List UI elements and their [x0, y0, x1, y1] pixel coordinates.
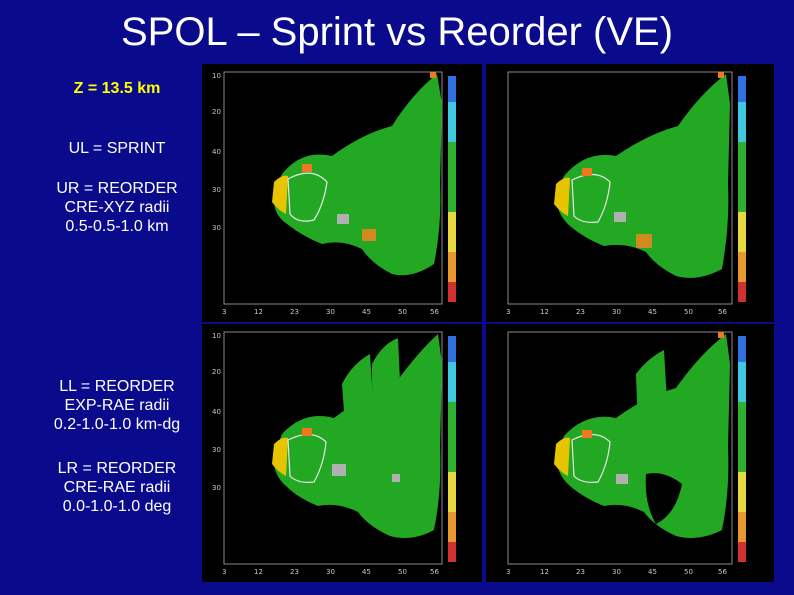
- color-scale-bar: [448, 76, 456, 302]
- svg-text:3: 3: [506, 308, 510, 316]
- caption-upper-left: UL = SPRINT: [68, 140, 166, 157]
- svg-text:50: 50: [684, 308, 693, 316]
- svg-text:45: 45: [648, 308, 657, 316]
- svg-text:10: 10: [212, 72, 221, 80]
- svg-text:30: 30: [212, 224, 221, 232]
- svg-text:12: 12: [540, 568, 549, 576]
- svg-text:30: 30: [612, 568, 621, 576]
- svg-text:30: 30: [212, 186, 221, 194]
- svg-text:3: 3: [506, 568, 510, 576]
- svg-text:45: 45: [362, 308, 371, 316]
- svg-text:30: 30: [326, 568, 335, 576]
- svg-text:12: 12: [254, 568, 263, 576]
- svg-text:12: 12: [254, 308, 263, 316]
- color-scale-bar: [738, 336, 746, 562]
- caption-lower-left: LL = REORDER EXP-RAE radii 0.2-1.0-1.0 k…: [53, 378, 181, 433]
- svg-text:23: 23: [576, 308, 585, 316]
- radar-image-lower-left: 10 20 40 30 30 3 12 23 30 45 50 56: [212, 331, 456, 576]
- svg-text:50: 50: [398, 308, 407, 316]
- svg-text:10: 10: [212, 332, 221, 340]
- svg-text:12: 12: [540, 308, 549, 316]
- svg-text:40: 40: [212, 408, 221, 416]
- svg-text:56: 56: [430, 308, 439, 316]
- svg-text:56: 56: [430, 568, 439, 576]
- radar-panel-lower-left: 10 20 40 30 30 3 12 23 30 45 50 56: [202, 324, 482, 582]
- radar-panel-upper-left: 10 20 40 30 30 3 12 23 30 45 50 56: [202, 64, 482, 322]
- radar-image-lower-right: 3 12 23 30 45 50 56: [506, 331, 746, 576]
- slide-title: SPOL – Sprint vs Reorder (VE): [120, 10, 674, 54]
- caption-upper-right: UR = REORDER CRE-XYZ radii 0.5-0.5-1.0 k…: [56, 180, 178, 235]
- svg-text:30: 30: [212, 446, 221, 454]
- svg-text:23: 23: [290, 568, 299, 576]
- svg-text:20: 20: [212, 368, 221, 376]
- svg-text:23: 23: [290, 308, 299, 316]
- svg-text:30: 30: [612, 308, 621, 316]
- svg-text:45: 45: [362, 568, 371, 576]
- svg-text:45: 45: [648, 568, 657, 576]
- svg-text:56: 56: [718, 308, 727, 316]
- svg-text:3: 3: [222, 308, 226, 316]
- svg-text:30: 30: [212, 484, 221, 492]
- svg-text:50: 50: [398, 568, 407, 576]
- svg-text:20: 20: [212, 108, 221, 116]
- svg-text:56: 56: [718, 568, 727, 576]
- caption-lower-right: LR = REORDER CRE-RAE radii 0.0-1.0-1.0 d…: [57, 460, 177, 515]
- color-scale-bar: [448, 336, 456, 562]
- radar-image-upper-right: 3 12 23 30 45 50 56: [506, 71, 746, 316]
- svg-text:23: 23: [576, 568, 585, 576]
- radar-image-upper-left: 10 20 40 30 30 3 12 23 30 45 50 56: [212, 71, 456, 316]
- svg-text:40: 40: [212, 148, 221, 156]
- svg-text:30: 30: [326, 308, 335, 316]
- svg-text:3: 3: [222, 568, 226, 576]
- svg-text:50: 50: [684, 568, 693, 576]
- altitude-caption: Z = 13.5 km: [73, 80, 161, 97]
- color-scale-bar: [738, 76, 746, 302]
- radar-panel-upper-right: 3 12 23 30 45 50 56: [486, 64, 774, 322]
- radar-panel-lower-right: 3 12 23 30 45 50 56: [486, 324, 774, 582]
